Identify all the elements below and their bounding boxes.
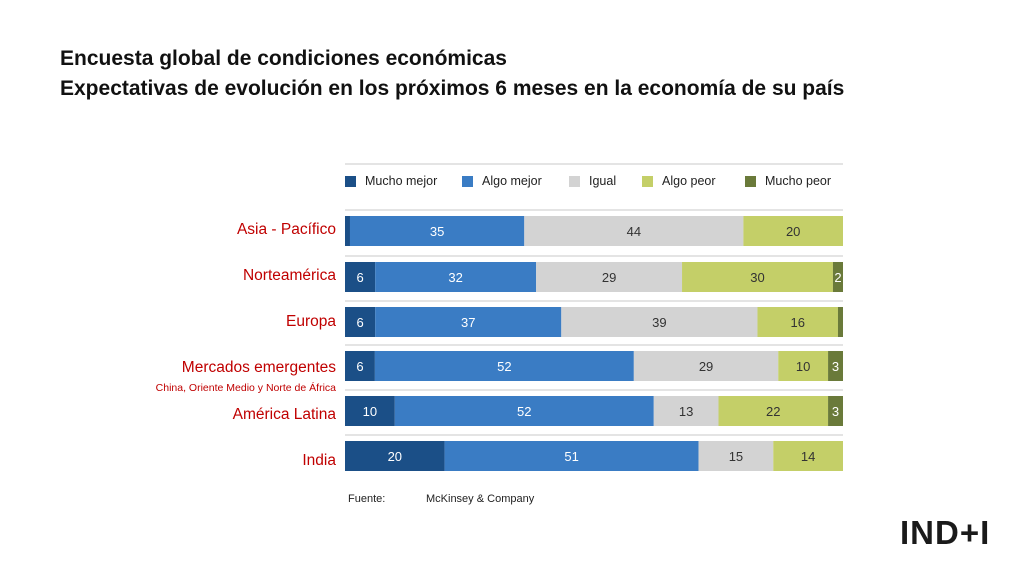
category-label-norteamerica: Norteamérica: [242, 267, 336, 284]
legend-item-mucho-peor: Mucho peor: [745, 172, 831, 190]
legend-item-igual: Igual: [569, 172, 616, 190]
category-label-europa: Europa: [286, 313, 336, 330]
bar-mucho-mejor: [345, 351, 375, 381]
chart-title: Encuesta global de condiciones económica…: [60, 44, 844, 104]
legend-label-algo-mejor: Algo mejor: [482, 174, 542, 188]
data-label-algo-peor: 16: [790, 315, 804, 330]
legend-swatch-algo-peor: [642, 175, 653, 187]
data-label-mucho-peor: 3: [832, 404, 839, 419]
bar-algo-peor: [778, 351, 829, 381]
row-separator: [345, 434, 843, 436]
bar-igual: [633, 351, 779, 381]
row-separator: [345, 255, 843, 257]
category-label-america-latina: América Latina: [232, 406, 336, 423]
data-label-mucho-mejor: 10: [363, 404, 377, 419]
legend-label-mucho-mejor: Mucho mejor: [365, 174, 438, 188]
data-label-algo-mejor: 35: [430, 224, 444, 239]
bar-algo-peor: [757, 307, 838, 337]
bar-algo-mejor: [394, 396, 654, 426]
data-label-igual: 29: [602, 270, 616, 285]
bar-algo-mejor: [444, 441, 699, 471]
row-separator: [345, 209, 843, 211]
row-separator: [345, 163, 843, 165]
legend-item-mucho-mejor: Mucho mejor: [345, 172, 437, 190]
bar-mucho-mejor: [345, 307, 376, 337]
data-label-igual: 29: [699, 359, 713, 374]
title-line-2: Expectativas de evolución en los próximo…: [60, 77, 845, 100]
legend-label-mucho-peor: Mucho peor: [765, 174, 832, 188]
data-label-algo-mejor: 37: [461, 315, 475, 330]
bar-igual: [524, 216, 744, 246]
row-separator: [345, 300, 843, 302]
bar-algo-mejor: [375, 262, 537, 292]
bar-mucho-mejor: [345, 396, 395, 426]
data-label-igual: 44: [627, 224, 641, 239]
bar-igual: [561, 307, 758, 337]
legend-label-algo-peor: Algo peor: [662, 174, 716, 188]
bar-mucho-peor: [832, 262, 843, 292]
legend-swatch-algo-mejor: [462, 175, 473, 187]
bar-algo-peor: [682, 262, 833, 292]
bar-algo-mejor: [374, 351, 634, 381]
data-label-algo-peor: 14: [801, 449, 815, 464]
legend-swatch-mucho-mejor: [345, 175, 356, 187]
bar-mucho-mejor: [345, 262, 376, 292]
category-label-asia-pacifico: Asia - Pacífico: [236, 221, 336, 238]
data-label-algo-peor: 30: [750, 270, 764, 285]
bar-mucho-mejor: [345, 441, 445, 471]
data-label-mucho-mejor: 20: [388, 449, 402, 464]
bar-algo-peor: [773, 441, 843, 471]
legend-item-algo-peor: Algo peor: [642, 172, 716, 190]
data-label-mucho-mejor: 6: [356, 315, 363, 330]
data-label-algo-mejor: 52: [497, 359, 511, 374]
legend-item-algo-mejor: Algo mejor: [462, 172, 542, 190]
bar-mucho-peor: [828, 351, 843, 381]
company-logo: IND+I: [900, 514, 991, 551]
data-label-algo-mejor: 32: [448, 270, 462, 285]
bar-mucho-mejor: [345, 216, 350, 246]
data-label-algo-mejor: 52: [517, 404, 531, 419]
bar-algo-peor: [718, 396, 829, 426]
bar-algo-peor: [743, 216, 843, 246]
bar-igual: [653, 396, 719, 426]
category-label-mercados-emergentes: Mercados emergentes: [181, 359, 336, 376]
data-label-mucho-peor: 3: [832, 359, 839, 374]
category-subtitle-mercados-emergentes: China, Oriente Medio y Norte de África: [155, 382, 336, 394]
data-label-algo-peor: 22: [766, 404, 780, 419]
legend-swatch-mucho-peor: [745, 175, 756, 187]
source-value: McKinsey & Company: [426, 493, 535, 505]
bar-igual: [536, 262, 683, 292]
data-label-igual: 39: [652, 315, 666, 330]
legend-label-igual: Igual: [589, 174, 617, 188]
data-label-igual: 13: [679, 404, 693, 419]
data-label-mucho-mejor: 6: [356, 270, 363, 285]
data-label-mucho-peor: 2: [834, 270, 841, 285]
data-label-algo-peor: 20: [786, 224, 800, 239]
row-separator: [345, 344, 843, 346]
source-label: Fuente:: [348, 493, 386, 505]
title-line-1: Encuesta global de condiciones económica…: [60, 47, 507, 70]
bar-igual: [698, 441, 774, 471]
data-label-mucho-mejor: 6: [356, 359, 363, 374]
data-label-algo-mejor: 51: [564, 449, 578, 464]
data-label-igual: 15: [729, 449, 743, 464]
bar-mucho-peor: [837, 307, 843, 337]
category-label-india: India: [302, 452, 336, 469]
row-separator: [345, 389, 843, 391]
bar-mucho-peor: [828, 396, 843, 426]
bar-algo-mejor: [375, 307, 562, 337]
data-label-algo-peor: 10: [796, 359, 810, 374]
bar-algo-mejor: [349, 216, 525, 246]
legend-swatch-igual: [569, 175, 580, 187]
